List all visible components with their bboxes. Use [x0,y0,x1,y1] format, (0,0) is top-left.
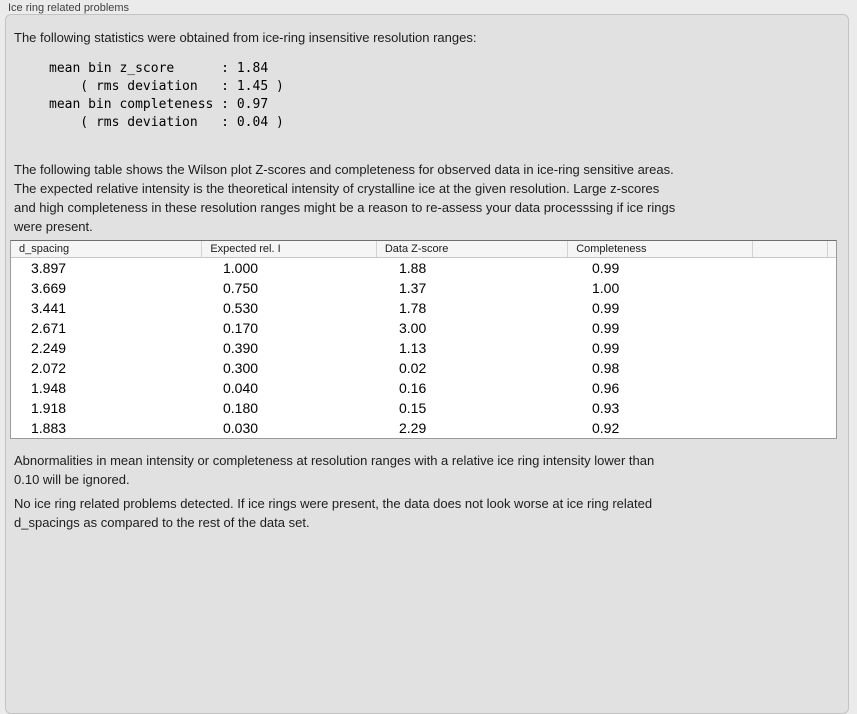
table-row[interactable]: 3.669 0.750 1.37 1.00 [11,278,836,298]
table-row[interactable]: 2.671 0.170 3.00 0.99 [11,318,836,338]
cell-data-z-score: 1.37 [399,280,427,296]
cell-expected-rel-i: 0.040 [223,380,259,396]
column-header-empty [751,241,827,257]
table-row[interactable]: 3.441 0.530 1.78 0.99 [11,298,836,318]
table-header-row: d_spacing Expected rel. I Data Z-score Comp… [11,241,836,258]
cell-data-z-score: 0.02 [399,360,427,376]
table-row[interactable]: 1.948 0.040 0.16 0.96 [11,378,836,398]
cell-completeness: 1.00 [592,280,620,296]
cell-completeness: 0.92 [592,420,620,436]
column-header-data-z-score[interactable]: Data Z-score [375,241,567,257]
cell-d-spacing: 2.671 [31,320,67,336]
cell-data-z-score: 1.88 [399,260,427,276]
table-row[interactable]: 1.918 0.180 0.15 0.93 [11,398,836,418]
cell-completeness: 0.99 [592,300,620,316]
cell-expected-rel-i: 0.030 [223,420,259,436]
ignore-note-text: Abnormalities in mean intensity or compl… [14,453,655,487]
cell-expected-rel-i: 0.170 [223,320,259,336]
ice-ring-table: d_spacing Expected rel. I Data Z-score Comp… [10,240,837,439]
cell-d-spacing: 1.918 [31,400,67,416]
cell-data-z-score: 2.29 [399,420,427,436]
table-row[interactable]: 2.072 0.300 0.02 0.98 [11,358,836,378]
summary-statistics-block: mean bin z_score : 1.84 ( rms deviation … [49,61,284,130]
column-header-empty [826,241,836,257]
table-row[interactable]: 1.883 0.030 2.29 0.92 [11,418,836,438]
table-row[interactable]: 2.249 0.390 1.13 0.99 [11,338,836,358]
intro-text: The following statistics were obtained f… [14,30,477,45]
cell-expected-rel-i: 0.750 [223,280,259,296]
cell-completeness: 0.98 [592,360,620,376]
cell-data-z-score: 0.16 [399,380,427,396]
ice-ring-panel: The following statistics were obtained f… [5,14,849,714]
group-box-title: Ice ring related problems [8,2,130,14]
table-description-text: The following table shows the Wilson plo… [14,162,676,234]
conclusion-text: No ice ring related problems detected. I… [14,496,653,530]
cell-completeness: 0.99 [592,320,620,336]
cell-expected-rel-i: 1.000 [223,260,259,276]
cell-data-z-score: 1.78 [399,300,427,316]
cell-d-spacing: 3.897 [31,260,67,276]
table-body: 3.897 1.000 1.88 0.99 3.669 0.750 1.37 1.00 3.44… [11,258,836,438]
column-header-d-spacing[interactable]: d_spacing [19,243,70,255]
cell-data-z-score: 0.15 [399,400,427,416]
cell-d-spacing: 2.249 [31,340,67,356]
cell-d-spacing: 1.883 [31,420,67,436]
cell-d-spacing: 2.072 [31,360,67,376]
cell-expected-rel-i: 0.180 [223,400,259,416]
column-header-expected-rel-i[interactable]: Expected rel. I [201,241,376,257]
cell-data-z-score: 3.00 [399,320,427,336]
cell-completeness: 0.99 [592,340,620,356]
cell-d-spacing: 3.669 [31,280,67,296]
cell-expected-rel-i: 0.530 [223,300,259,316]
cell-completeness: 0.93 [592,400,620,416]
cell-expected-rel-i: 0.390 [223,340,259,356]
cell-expected-rel-i: 0.300 [223,360,259,376]
table-row[interactable]: 3.897 1.000 1.88 0.99 [11,258,836,278]
cell-completeness: 0.99 [592,260,620,276]
cell-d-spacing: 3.441 [31,300,67,316]
cell-d-spacing: 1.948 [31,380,67,396]
cell-completeness: 0.96 [592,380,620,396]
cell-data-z-score: 1.13 [399,340,427,356]
column-header-completeness[interactable]: Completeness [567,241,751,257]
